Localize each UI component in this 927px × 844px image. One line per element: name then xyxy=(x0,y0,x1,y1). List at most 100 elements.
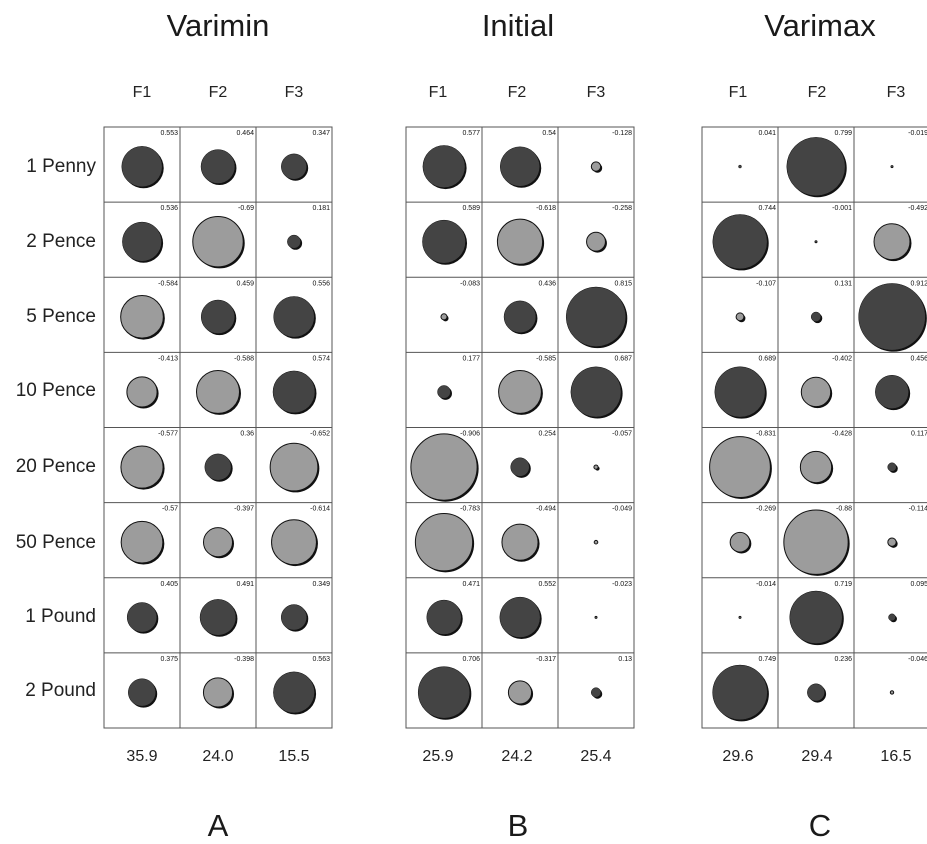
bubble-f1-50-pence xyxy=(120,520,164,564)
bubble-f1-1-pound xyxy=(426,599,462,635)
bubble-f1-10-pence xyxy=(126,376,158,408)
column-header-b-f3: F3 xyxy=(586,84,606,101)
loading-value-label: 0.491 xyxy=(236,581,254,588)
bubble-f3-10-pence xyxy=(272,370,316,414)
bubble-f3-50-pence xyxy=(271,519,317,566)
loading-value-label: 0.236 xyxy=(834,656,852,663)
loading-value-label: 0.456 xyxy=(910,355,927,362)
bubble-f1-20-pence xyxy=(120,445,164,489)
column-header-b-f1: F1 xyxy=(428,84,448,101)
bubble-f2-20-pence xyxy=(799,450,833,484)
panel-letter-b: B xyxy=(507,808,529,843)
variance-b-f3: 25.4 xyxy=(580,748,612,765)
column-header-a-f3: F3 xyxy=(284,84,304,101)
panel-letter-a: A xyxy=(207,808,229,843)
bubble-f3-2-pound xyxy=(273,671,315,714)
loading-value-label: -0.906 xyxy=(460,431,480,438)
bubble-f2-2-pound xyxy=(202,677,234,708)
loading-value-label: 0.744 xyxy=(758,205,776,212)
panel-title-varimin: Varimin xyxy=(166,8,270,43)
bubble-f2-5-pence xyxy=(200,299,236,334)
variance-b-f2: 24.2 xyxy=(501,748,533,765)
loading-value-label: 0.459 xyxy=(236,280,254,287)
bubble-f1-5-pence xyxy=(120,294,164,339)
loading-value-label: -0.049 xyxy=(612,506,632,513)
bubble-f1-1-penny xyxy=(422,145,466,188)
bubble-f2-5-pence xyxy=(503,300,537,334)
bubble-f1-1-pound xyxy=(126,602,158,633)
loading-value-label: -0.317 xyxy=(536,656,556,663)
bubble-grid-a: 0.553 0.464 0.347 0.536 -0.69 0.181 -0.584 0.45… xyxy=(103,126,333,729)
loading-value-label: 0.436 xyxy=(538,280,556,287)
variance-a-f1: 35.9 xyxy=(126,748,158,765)
loading-value-label: 0.589 xyxy=(462,205,480,212)
loading-value-label: -0.585 xyxy=(536,355,556,362)
loading-value-label: -0.618 xyxy=(536,205,556,212)
bubble-f2-2-pound xyxy=(507,680,533,705)
bubble-f2-20-pence xyxy=(204,453,232,481)
loading-value-label: 0.464 xyxy=(236,130,254,137)
bubble-f1-2-pence xyxy=(122,221,162,262)
bubble-f2-10-pence xyxy=(196,369,240,414)
row-label-10-pence: 10 Pence xyxy=(15,380,96,401)
loading-value-label: 0.13 xyxy=(618,656,632,663)
bubble-f3-1-penny xyxy=(590,161,602,172)
bubble-f1-2-pence xyxy=(422,219,466,264)
bubble-f2-50-pence xyxy=(783,509,849,575)
bubble-f2-50-pence xyxy=(501,523,539,561)
column-header-c-f1: F1 xyxy=(728,84,748,101)
loading-value-label: 0.181 xyxy=(312,205,330,212)
bubble-f1-2-pound xyxy=(712,664,768,721)
column-header-c-f2: F2 xyxy=(807,84,827,101)
column-header-a-f1: F1 xyxy=(132,84,152,101)
loading-value-label: 0.536 xyxy=(160,205,178,212)
bubble-f3-1-pound xyxy=(888,613,896,622)
bubble-f2-50-pence xyxy=(202,527,234,558)
bubble-f1-10-pence xyxy=(714,366,766,418)
loading-value-label: -0.114 xyxy=(909,506,927,513)
loading-value-label: 0.095 xyxy=(910,581,927,588)
row-label-1-penny: 1 Penny xyxy=(26,156,96,177)
loading-value-label: -0.019 xyxy=(908,130,927,137)
bubble-f3-5-pence xyxy=(858,283,926,351)
bubble-f2-2-pound xyxy=(807,683,825,702)
loading-value-label: 0.254 xyxy=(538,431,556,438)
bubble-f2-1-pound xyxy=(499,596,541,638)
loading-value-label: -0.083 xyxy=(460,280,480,287)
bubble-f2-1-pound xyxy=(199,599,237,636)
bubble-f2-2-pence xyxy=(192,215,244,268)
loading-value-label: -0.494 xyxy=(536,506,556,513)
loading-value-label: -0.831 xyxy=(756,431,776,438)
bubble-f3-2-pound xyxy=(590,687,602,698)
bubble-f3-10-pence xyxy=(570,366,622,418)
row-label-5-pence: 5 Pence xyxy=(26,306,96,327)
loading-value-label: -0.258 xyxy=(612,205,632,212)
column-header-a-f2: F2 xyxy=(208,84,228,101)
bubble-f2-10-pence xyxy=(800,376,832,408)
bubble-grid-c: 0.041 0.799 -0.019 0.744 -0.001 -0.492 -0.107 0… xyxy=(701,126,927,729)
loading-value-label: 0.405 xyxy=(160,581,178,588)
row-label-1-pound: 1 Pound xyxy=(25,606,96,627)
bubble-f2-1-penny xyxy=(200,149,236,184)
loading-value-label: 0.117 xyxy=(911,431,927,438)
bubble-f3-20-pence xyxy=(593,464,599,470)
bubble-f3-2-pence xyxy=(287,234,301,249)
variance-c-f2: 29.4 xyxy=(801,748,833,765)
loading-value-label: -0.57 xyxy=(162,506,178,513)
bubble-f3-2-pence xyxy=(586,231,606,252)
loading-value-label: 0.912 xyxy=(910,280,927,287)
bubble-f3-10-pence xyxy=(875,375,909,409)
panel-title-varimax: Varimax xyxy=(764,8,876,43)
loading-value-label: 0.749 xyxy=(758,656,776,663)
row-label-2-pence: 2 Pence xyxy=(26,231,96,252)
loading-value-label: 0.719 xyxy=(834,581,852,588)
bubble-f3-2-pence xyxy=(873,223,911,261)
column-header-c-f3: F3 xyxy=(886,84,906,101)
bubble-f1-50-pence xyxy=(414,513,474,572)
bubble-f1-2-pound xyxy=(417,666,471,719)
row-label-50-pence: 50 Pence xyxy=(15,532,96,553)
loading-value-label: -0.614 xyxy=(310,506,330,513)
loading-value-label: 0.687 xyxy=(614,355,632,362)
bubble-f1-1-pound xyxy=(738,615,742,619)
